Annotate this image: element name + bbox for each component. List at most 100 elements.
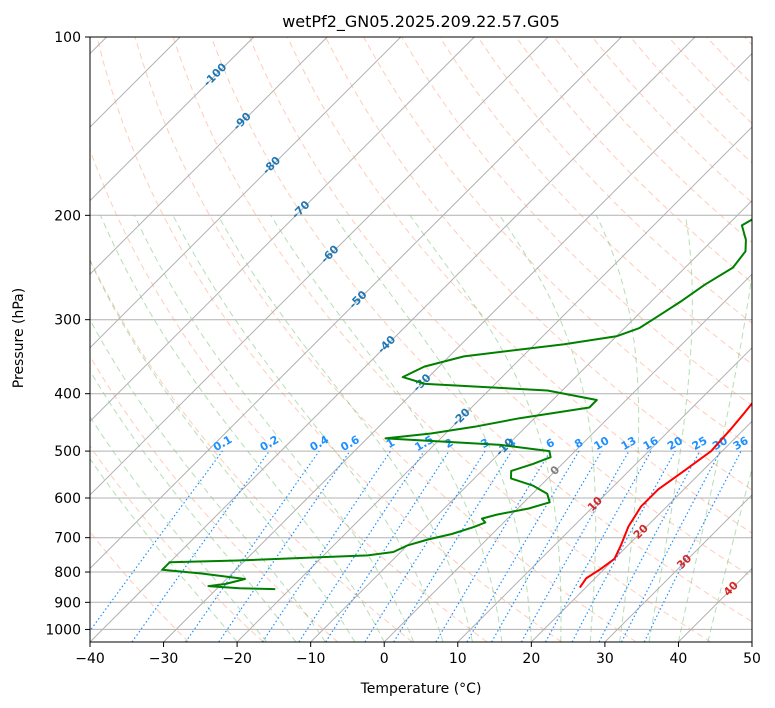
isotherm-line	[383, 273, 752, 642]
mixing-ratio-line	[298, 450, 425, 642]
moist-adiabat	[100, 215, 385, 642]
dry-adiabat	[210, 37, 752, 623]
dry-adiabat	[90, 148, 488, 642]
dry-adiabat	[706, 37, 752, 85]
chart-title: wetPf2_GN05.2025.209.22.57.G05	[282, 12, 560, 32]
dry-adiabat	[90, 531, 190, 642]
moist-adiabat	[90, 415, 267, 642]
mixing-ratio-label: 10	[592, 434, 612, 453]
isotherm-line	[90, 37, 328, 275]
isotherm-line	[751, 641, 752, 642]
y-tick-label: 700	[54, 531, 81, 547]
mixing-ratio-line	[545, 450, 652, 642]
sounding-profiles	[161, 218, 752, 591]
isotherm-label: -100	[201, 60, 230, 89]
mixing-ratio-line	[571, 450, 676, 642]
plot-frame	[89, 36, 753, 643]
isotherm-label: 30	[674, 552, 694, 572]
dry-adiabat	[286, 37, 752, 534]
mixing-ratio-line	[520, 450, 630, 642]
mixing-ratio-line	[185, 450, 320, 642]
mixing-ratio-line	[364, 450, 486, 642]
dry-adiabat	[744, 37, 752, 46]
x-tick-label: −40	[75, 651, 105, 667]
isotherm-line	[90, 37, 696, 642]
mixing-ratio-label: 16	[641, 434, 661, 453]
dry-adiabat	[90, 445, 264, 642]
moist-adiabat	[270, 215, 503, 642]
mixing-ratio-line	[393, 450, 513, 642]
moist-adiabat	[595, 215, 640, 642]
isotherm-line	[90, 37, 402, 349]
mixing-ratio-line	[598, 450, 701, 642]
moist-adiabat	[90, 457, 238, 642]
moist-adiabat	[172, 215, 444, 642]
dry-adiabat	[96, 37, 562, 642]
isotherm-line	[90, 37, 622, 570]
isotherm-line	[678, 567, 752, 642]
moist-adiabat	[90, 369, 297, 642]
x-tick-label: 50	[743, 651, 761, 667]
y-axis-label: Pressure (hPa)	[11, 288, 27, 388]
isotherm-line	[604, 494, 752, 642]
x-tick-label: 30	[596, 651, 614, 667]
x-tick-label: 10	[449, 651, 467, 667]
dry-adiabat	[90, 355, 339, 642]
mixing-ratio-line	[466, 450, 580, 642]
isotherm-line	[457, 347, 752, 642]
moist-adiabat	[133, 215, 415, 642]
y-tick-label: 600	[54, 491, 81, 507]
dry-adiabat	[172, 37, 712, 642]
moist-adiabat	[90, 318, 326, 642]
mixing-ratio-line	[131, 450, 270, 642]
mixing-ratio-label: 25	[690, 434, 710, 453]
y-tick-label: 300	[54, 313, 81, 329]
y-tick-label: 1000	[45, 622, 81, 638]
dry-adiabat	[629, 37, 752, 164]
mixing-ratio-line	[325, 450, 450, 642]
mixing-ratio-label: 36	[731, 434, 751, 453]
moist-adiabat	[90, 259, 356, 642]
mixing-ratio-line	[643, 450, 742, 642]
dry-adiabat	[439, 37, 752, 365]
moist-adiabat	[648, 215, 693, 642]
isotherm-line	[310, 199, 752, 642]
x-tick-label: −10	[296, 651, 326, 667]
y-tick-label: 900	[54, 595, 81, 611]
dry-adiabat	[90, 258, 413, 642]
mixing-ratio-label: 8	[572, 436, 585, 451]
mixing-ratio-line	[218, 450, 351, 642]
isotherm-line	[530, 420, 752, 642]
x-axis: −40 −30 −20 −10 0 10 20 30 40 50	[75, 642, 761, 667]
moist-adiabat	[677, 270, 752, 642]
y-tick-label: 500	[54, 444, 81, 460]
dry-adiabat	[515, 37, 752, 284]
y-tick-label: 200	[54, 208, 81, 224]
y-tick-label: 100	[54, 30, 81, 46]
dry-adiabat	[325, 37, 752, 491]
x-tick-label: −20	[222, 651, 252, 667]
dry-adiabat	[248, 37, 752, 578]
mixing-ratio-line	[261, 450, 391, 642]
dry-adiabat	[134, 37, 637, 642]
moist-adiabat	[333, 215, 532, 642]
moist-adiabat	[499, 215, 597, 642]
isotherm-label: -40	[375, 333, 398, 356]
x-tick-label: 40	[670, 651, 688, 667]
isotherm-line	[90, 37, 475, 423]
x-axis-label: Temperature (°C)	[360, 681, 482, 697]
dry-adiabat	[591, 37, 752, 204]
mixing-ratio-line	[90, 450, 223, 632]
y-tick-label: 400	[54, 387, 81, 403]
isotherm-line	[236, 126, 752, 642]
isotherm-line	[90, 37, 549, 496]
temperature-line	[578, 401, 752, 589]
mixing-ratio-label: 20	[665, 434, 685, 453]
isotherm-label: -80	[260, 154, 283, 177]
x-tick-label: 20	[522, 651, 540, 667]
isotherm-label: 10	[585, 494, 605, 514]
x-tick-label: 0	[380, 651, 389, 667]
isotherm-line	[90, 37, 255, 202]
x-tick-label: −30	[149, 651, 179, 667]
